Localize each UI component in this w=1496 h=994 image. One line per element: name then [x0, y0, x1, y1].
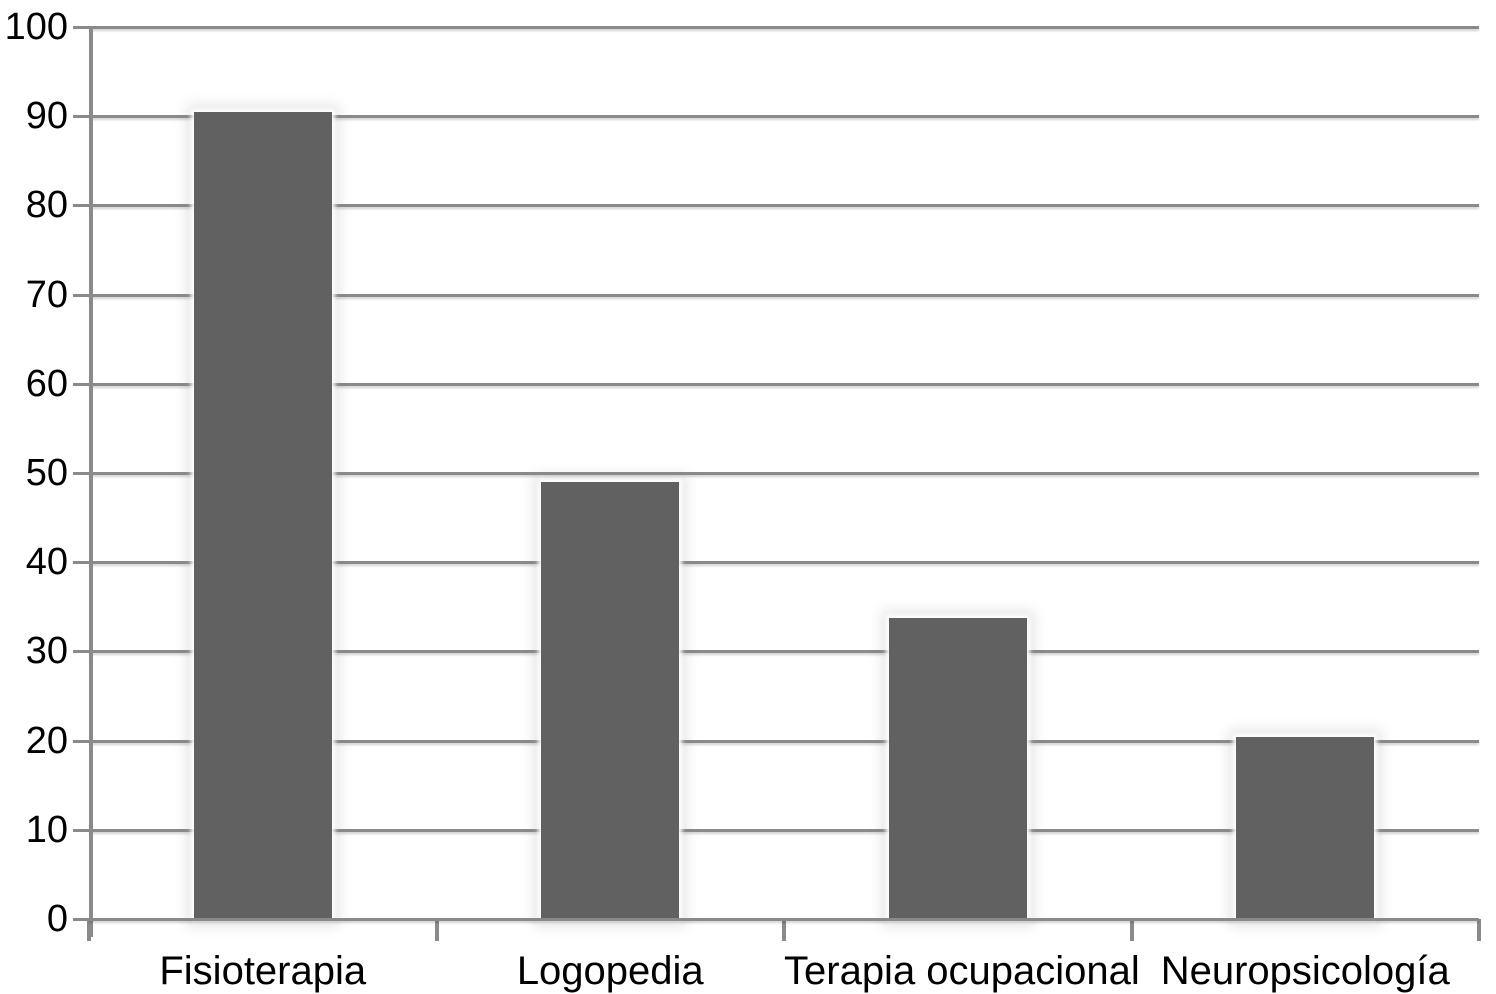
x-axis-baseline: [89, 918, 1479, 921]
gridline-y-30: [89, 650, 1479, 654]
gridline-y-70: [89, 293, 1479, 297]
y-axis-line: [89, 27, 93, 937]
x-axis-category-label-fisioterapia: Fisioterapia: [159, 949, 367, 993]
bar-neuropsicologia: [1236, 737, 1375, 919]
gridline-y-100: [89, 26, 1479, 29]
y-tick-mark-100: [73, 26, 89, 29]
y-axis-tick-label-10: 10: [25, 808, 68, 851]
gridline-y-40: [89, 561, 1479, 565]
y-axis-tick-label-50: 50: [25, 452, 68, 494]
x-axis-category-label-logopedia: Logopedia: [516, 949, 704, 993]
gridline-y-50: [89, 472, 1479, 475]
y-tick-mark-40: [73, 561, 89, 565]
y-tick-mark-50: [73, 472, 89, 475]
x-tick-mark-0: [87, 919, 91, 941]
gridline-y-60: [89, 382, 1479, 386]
y-axis-tick-label-90: 90: [25, 95, 68, 138]
bar-logopedia: [541, 481, 680, 919]
gridline-y-20: [89, 739, 1479, 743]
y-tick-mark-90: [73, 115, 89, 119]
gridline-y-10: [89, 828, 1479, 832]
bar-terapia-ocupacional: [888, 617, 1027, 919]
y-tick-mark-10: [73, 828, 89, 832]
y-axis-tick-label-70: 70: [25, 273, 68, 316]
gridline-y-80: [89, 204, 1479, 208]
x-tick-mark-4: [1477, 919, 1481, 941]
y-tick-mark-20: [73, 739, 89, 743]
y-tick-mark-30: [73, 650, 89, 654]
x-tick-mark-3: [1129, 919, 1134, 941]
y-tick-mark-80: [73, 204, 89, 208]
y-axis-tick-label-100: 100: [4, 6, 68, 48]
y-axis-tick-label-40: 40: [25, 541, 68, 584]
gridline-y-90: [89, 115, 1479, 119]
x-tick-mark-2: [782, 919, 786, 941]
y-axis-tick-label-60: 60: [25, 362, 68, 405]
y-tick-mark-60: [73, 382, 89, 386]
y-axis-tick-label-0: 0: [46, 898, 68, 940]
y-axis-tick-label-80: 80: [25, 184, 68, 227]
x-axis-category-label-terapia-ocupacional: Terapia ocupacional: [784, 949, 1140, 993]
y-tick-mark-70: [73, 293, 89, 297]
x-tick-mark-1: [434, 919, 439, 941]
y-tick-mark-0: [73, 918, 89, 921]
y-axis-tick-label-20: 20: [25, 719, 68, 762]
y-axis-tick-label-30: 30: [25, 630, 68, 673]
bar-fisioterapia: [193, 111, 332, 919]
x-axis-category-label-neuropsicologia: Neuropsicología: [1160, 949, 1450, 993]
